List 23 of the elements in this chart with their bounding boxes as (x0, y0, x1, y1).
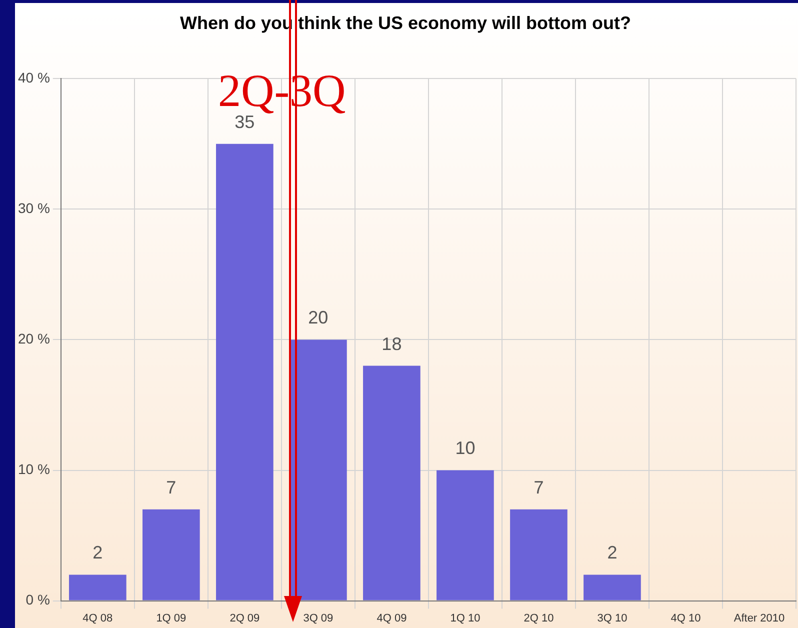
x-tick-label: 4Q 09 (376, 612, 407, 624)
data-label: 2 (607, 542, 618, 563)
x-tick-label: 1Q 10 (450, 612, 480, 624)
y-tick-label: 40 % (18, 69, 50, 86)
x-tick-label: 2Q 09 (230, 612, 260, 624)
x-tick-label: 1Q 09 (156, 612, 186, 624)
y-tick-label: 30 % (18, 200, 50, 216)
data-label: 7 (166, 477, 176, 498)
data-label: 2 (92, 542, 103, 563)
data-label: 20 (308, 308, 328, 328)
y-tick-label: 10 % (18, 461, 50, 478)
y-tick-label: 20 % (18, 330, 50, 347)
x-tick-label: 3Q 09 (303, 612, 334, 624)
x-tick-label: 4Q 08 (82, 612, 113, 624)
y-tick-label: 0 % (26, 592, 50, 608)
x-tick-label: 4Q 10 (670, 612, 701, 624)
data-label: 7 (534, 477, 544, 498)
data-label: 10 (455, 438, 476, 458)
x-tick-label: After 2010 (734, 612, 785, 624)
x-tick-label: 3Q 10 (597, 612, 628, 624)
data-label: 35 (234, 112, 255, 132)
x-tick-label: 2Q 10 (524, 612, 554, 624)
data-label: 18 (382, 334, 402, 354)
